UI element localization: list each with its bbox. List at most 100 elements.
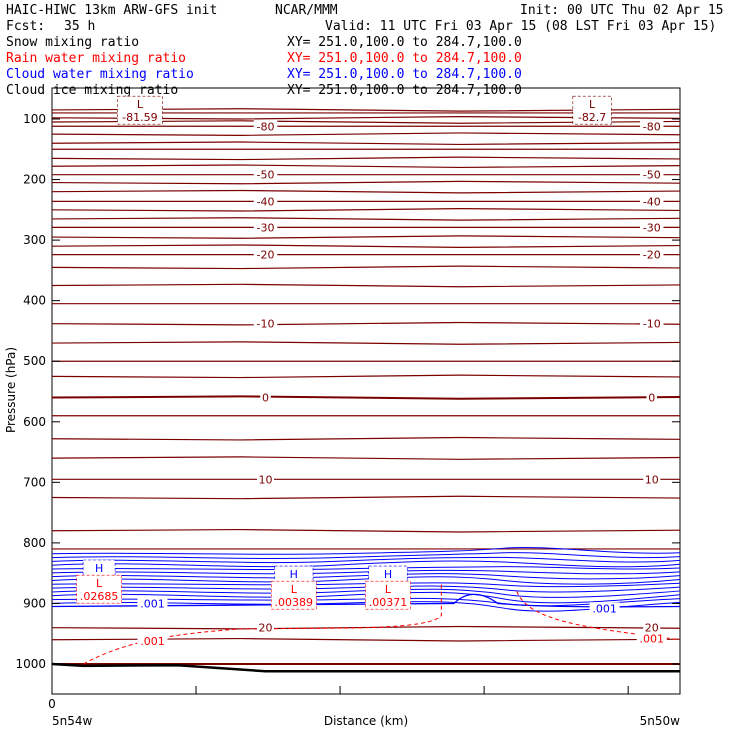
plot-frame bbox=[51, 87, 681, 695]
temperature-contour-label-group: -10 bbox=[253, 317, 278, 331]
extremum-type-L: L bbox=[385, 583, 392, 596]
temperature-contour-label-group: -40 bbox=[253, 195, 278, 208]
field-name-cloud-ice: Cloud ice mixing ratio bbox=[6, 83, 178, 98]
temperature-contour-label: -30 bbox=[257, 221, 275, 234]
cloud-water-contour-line bbox=[51, 588, 681, 598]
cloud-water-contour-line bbox=[51, 585, 681, 593]
temperature-contour-label: 20 bbox=[645, 622, 659, 635]
temperature-contour-label-bg bbox=[253, 221, 278, 234]
cloud-water-contours bbox=[51, 546, 681, 612]
cloud-water-contour-line bbox=[51, 591, 681, 604]
mixing-ratio-contour-label-bg bbox=[137, 634, 168, 647]
temperature-contour-label-group: 10 bbox=[643, 473, 661, 486]
temperature-contour-line bbox=[51, 235, 681, 239]
extremum-box bbox=[365, 580, 411, 610]
temperature-contour-line bbox=[51, 244, 681, 248]
temperature-contour-label-group: -30 bbox=[253, 221, 278, 234]
y-tick-label: 500 bbox=[23, 354, 46, 368]
field-name-cloud-water: Cloud water mixing ratio bbox=[6, 67, 194, 82]
extremum-type-H: H bbox=[290, 568, 298, 581]
temperature-contour-label-group: 0 bbox=[646, 391, 657, 405]
temperature-contour-label: -30 bbox=[643, 221, 661, 234]
cloud-water-contour-line bbox=[51, 582, 681, 588]
temperature-contour-label-group: -20 bbox=[253, 248, 278, 262]
cloud-water-contour-line bbox=[51, 576, 681, 585]
extremum-value: .00389 bbox=[275, 596, 314, 609]
field-xy-cloud-water: XY= 251.0,100.0 to 284.7,100.0 bbox=[287, 67, 522, 82]
temperature-contour-label-bg bbox=[260, 391, 271, 404]
temperature-contour-label: -10 bbox=[257, 318, 275, 331]
temperature-contour-line bbox=[51, 217, 681, 221]
contour-labels: -80 -80 -50 -50 -40 -40 -30 -30 -20 -20 -10 -10 0 0 10… bbox=[76, 95, 667, 648]
temperature-contour-label-bg bbox=[639, 195, 664, 208]
temperature-contour-label: -50 bbox=[257, 169, 275, 182]
temperature-contour-label-group: 20 bbox=[257, 621, 275, 635]
temperature-contour-label: 20 bbox=[259, 622, 273, 635]
cloud-water-contour-line bbox=[51, 556, 681, 564]
temperature-contour-line bbox=[51, 528, 681, 533]
temperature-contour-label: -20 bbox=[257, 249, 275, 262]
extremum-box bbox=[76, 574, 122, 604]
temperature-contour-label-bg bbox=[639, 221, 664, 234]
cloud-water-contour-line bbox=[51, 546, 681, 555]
mixing-ratio-contour-label-group: .001 bbox=[589, 602, 620, 615]
mixing-ratio-contour-label-group: .001 bbox=[137, 634, 168, 648]
y-tick-label: 700 bbox=[23, 475, 46, 489]
temperature-contour-label-bg bbox=[253, 248, 278, 261]
y-tick-label: 200 bbox=[23, 173, 46, 187]
extremum-value: -81.59 bbox=[122, 111, 157, 124]
temperature-contour-label-bg bbox=[646, 391, 657, 404]
mixing-ratio-contour-label: .001 bbox=[639, 633, 664, 646]
extremum-value: .02685 bbox=[80, 590, 119, 603]
temperature-contour-label-bg bbox=[643, 621, 661, 634]
temperature-contour-label-bg bbox=[257, 473, 275, 486]
extremum-type-H: H bbox=[384, 568, 392, 581]
temperature-contour-line bbox=[51, 189, 681, 194]
temperature-contour-label: 0 bbox=[262, 392, 269, 405]
temperature-contour-line bbox=[51, 436, 681, 441]
temperature-contour-label-bg bbox=[257, 621, 275, 634]
field-name-rain: Rain water mixing ratio bbox=[6, 51, 186, 66]
x-axis-label: Distance (km) bbox=[324, 714, 408, 728]
temperature-contour-line bbox=[51, 208, 681, 212]
temperature-contour-line bbox=[51, 283, 681, 288]
temperature-contour-label: 10 bbox=[259, 473, 273, 486]
temperature-contour-line bbox=[51, 156, 681, 161]
temperature-contour-label-group: -80 bbox=[639, 120, 664, 133]
temperature-contour-line bbox=[51, 265, 681, 270]
temperature-contour-line bbox=[51, 180, 681, 185]
mixing-ratio-contour-label: .001 bbox=[592, 602, 617, 615]
model-title: HAIC-HIWC 13km ARW-GFS init bbox=[6, 3, 217, 18]
temperature-contour-label-bg bbox=[253, 195, 278, 208]
x-tick-label: 0 bbox=[48, 697, 56, 711]
temperature-contour-label-group: -30 bbox=[639, 221, 664, 234]
temperature-contour-label-group: -80 bbox=[253, 120, 278, 133]
temperature-contour-label-bg bbox=[639, 168, 664, 181]
extremum-box bbox=[270, 580, 317, 610]
field-name-snow: Snow mixing ratio bbox=[6, 35, 139, 50]
cloud-water-contour-line bbox=[51, 601, 681, 612]
temperature-contour-label-group: 20 bbox=[643, 621, 661, 635]
temperature-contour-label-group: -50 bbox=[639, 168, 664, 182]
temperature-contour-line bbox=[51, 495, 681, 500]
temperature-contour-label-group: 0 bbox=[260, 391, 271, 405]
cloud-water-contour-line bbox=[51, 566, 681, 571]
cloud-water-contour-line bbox=[51, 552, 681, 559]
temperature-contour-label-group: -10 bbox=[639, 317, 664, 331]
temperature-contour-label: -10 bbox=[643, 318, 661, 331]
temperature-contour-label-group: -20 bbox=[639, 248, 664, 262]
temperature-contour-line bbox=[51, 625, 681, 630]
extremum-box bbox=[572, 95, 612, 125]
temperature-contour-label-group: 10 bbox=[257, 473, 275, 486]
x-left-endpoint: 5n54w bbox=[52, 714, 93, 728]
field-xy-cloud-ice: XY= 251.0,100.0 to 284.7,100.0 bbox=[287, 83, 522, 98]
temperature-contour-label: -80 bbox=[643, 120, 661, 133]
cloud-water-contour-line bbox=[51, 573, 681, 580]
y-tick-label: 600 bbox=[23, 415, 46, 429]
temperature-contour-line bbox=[51, 395, 681, 400]
extremum-value: .00371 bbox=[369, 596, 408, 609]
extremum-type-H: H bbox=[95, 562, 103, 575]
temperature-contour-line bbox=[51, 374, 681, 379]
extremum-box bbox=[117, 95, 163, 125]
